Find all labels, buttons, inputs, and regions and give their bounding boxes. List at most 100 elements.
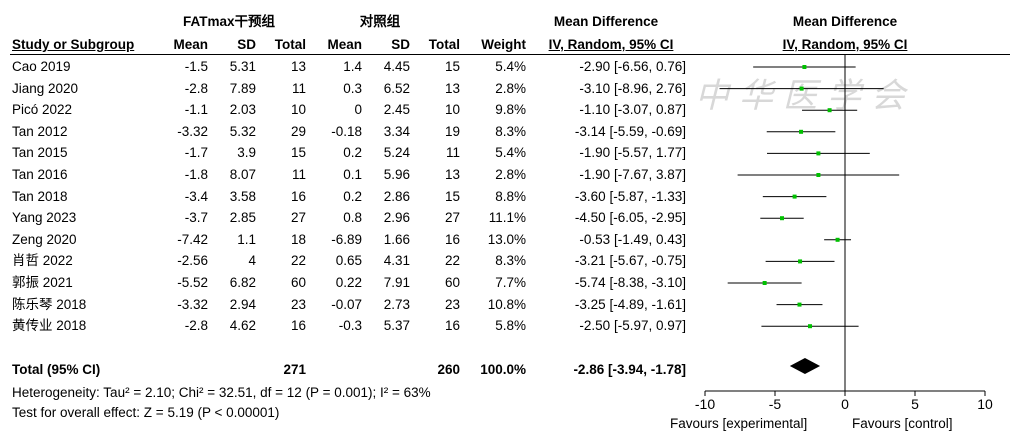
total-ctl: 23 (444, 296, 460, 312)
weight: 7.7% (495, 275, 526, 290)
mean-exp: -2.8 (184, 318, 208, 334)
sd-exp: 4.62 (229, 318, 256, 334)
md-ci: -4.50 [-6.05, -2.95] (574, 210, 686, 226)
md-ci: -3.14 [-5.59, -0.69] (574, 123, 686, 139)
total-exp: 18 (290, 231, 306, 247)
sd-ctl: 2.86 (383, 188, 410, 204)
study-point (816, 173, 821, 177)
md-ci: -3.25 [-4.89, -1.61] (574, 296, 686, 312)
mean-ctl: 1.4 (343, 59, 362, 74)
study-name: Zeng 2020 (12, 231, 77, 247)
sd-ctl: 6.52 (383, 80, 410, 96)
mean-ctl: 0.3 (343, 80, 362, 96)
md-header-left: Mean Difference (553, 14, 659, 29)
total-exp: 23 (290, 296, 306, 312)
sd-ctl: 5.96 (383, 167, 410, 182)
md-ci: -1.90 [-7.67, 3.87] (579, 167, 686, 182)
mean-exp: -1.1 (184, 102, 208, 118)
study-name: 肖哲 2022 (12, 253, 73, 269)
sd-exp: 5.32 (229, 123, 256, 139)
col-ci-header-right: IV, Random, 95% CI (782, 37, 908, 52)
x-tick-label: -5 (769, 396, 782, 412)
x-tick-label: -10 (695, 396, 715, 412)
mean-ctl: 0.65 (335, 253, 362, 269)
mean-exp: -1.7 (184, 145, 208, 161)
mean-exp: -5.52 (177, 275, 208, 290)
total-ctl: 27 (444, 210, 460, 226)
study-point (799, 129, 804, 134)
mean-exp: -1.5 (184, 59, 208, 74)
study-point (797, 302, 802, 307)
mean-exp: -2.56 (177, 253, 208, 269)
x-tick-label: 5 (911, 396, 919, 412)
mean-exp: -1.8 (184, 167, 208, 182)
x-tick-label: 10 (977, 396, 993, 412)
sd-exp: 4 (248, 253, 256, 269)
study-point (762, 281, 767, 285)
study-point (798, 259, 803, 264)
study-point (780, 216, 784, 221)
total-ctl: 13 (444, 167, 460, 182)
total-exp: 16 (290, 318, 306, 334)
sd-exp: 1.1 (237, 231, 256, 247)
sd-ctl: 1.66 (383, 231, 410, 247)
study-name: Yang 2023 (12, 210, 77, 226)
col-weight-header: Weight (481, 37, 526, 52)
total-ctl: 19 (444, 123, 460, 139)
total-exp: 15 (290, 145, 306, 161)
study-name: 黄传业 2018 (12, 318, 87, 334)
total-exp: 16 (290, 188, 306, 204)
weight: 9.8% (495, 102, 526, 118)
study-name: Picó 2022 (12, 102, 73, 118)
sd-ctl: 3.34 (383, 123, 410, 139)
col-mean1-header: Mean (173, 37, 208, 52)
sd-exp: 2.85 (229, 210, 256, 226)
study-point (816, 151, 821, 156)
study-name: Tan 2016 (12, 167, 68, 182)
mean-ctl: 0.22 (335, 275, 362, 290)
mean-exp: -3.7 (184, 210, 208, 226)
favours-left-label: Favours [experimental] (670, 416, 808, 431)
sd-ctl: 4.45 (383, 59, 410, 74)
mean-ctl: -6.89 (331, 231, 362, 247)
sd-ctl: 5.37 (383, 318, 410, 334)
weight: 5.4% (495, 145, 526, 161)
sd-ctl: 2.96 (383, 210, 410, 226)
mean-ctl: -0.18 (331, 123, 362, 139)
sd-ctl: 2.73 (383, 296, 410, 312)
col-sd2-header: SD (391, 37, 410, 52)
total-ci: -2.86 [-3.94, -1.78] (573, 362, 686, 377)
total-ctl: 16 (444, 231, 460, 247)
total-label: Total (95% CI) (12, 362, 101, 377)
total-weight: 100.0% (480, 362, 526, 377)
weight: 2.8% (495, 80, 526, 96)
mean-ctl: -0.3 (338, 318, 362, 334)
md-ci: -5.74 [-8.38, -3.10] (574, 275, 686, 290)
md-ci: -2.90 [-6.56, 0.76] (579, 59, 686, 74)
overall-effect-text: Test for overall effect: Z = 5.19 (P < 0… (12, 405, 280, 420)
weight: 13.0% (487, 231, 526, 247)
md-ci: -2.50 [-5.97, 0.97] (579, 318, 686, 334)
total-ctl: 11 (445, 145, 460, 161)
total-ctl: 13 (444, 80, 460, 96)
sd-exp: 3.58 (229, 188, 256, 204)
col-total1-header: Total (274, 37, 306, 52)
md-ci: -0.53 [-1.49, 0.43] (579, 231, 686, 247)
mean-ctl: 0.2 (343, 145, 362, 161)
md-ci: -3.60 [-5.87, -1.33] (574, 188, 686, 204)
weight: 5.4% (495, 59, 526, 74)
study-name: Jiang 2020 (12, 80, 79, 96)
col-total2-header: Total (428, 37, 460, 52)
weight: 8.3% (495, 123, 526, 139)
total-exp: 13 (290, 59, 306, 74)
x-tick-label: 0 (841, 396, 849, 412)
mean-exp: -2.8 (184, 80, 208, 96)
weight: 11.1% (488, 210, 526, 226)
col-mean2-header: Mean (327, 37, 362, 52)
study-name: Tan 2018 (12, 188, 68, 204)
md-ci: -3.21 [-5.67, -0.75] (574, 253, 686, 269)
mean-ctl: 0.8 (343, 210, 362, 226)
watermark-logo: 中华医学会 (695, 76, 915, 116)
mean-ctl: -0.07 (331, 296, 362, 312)
